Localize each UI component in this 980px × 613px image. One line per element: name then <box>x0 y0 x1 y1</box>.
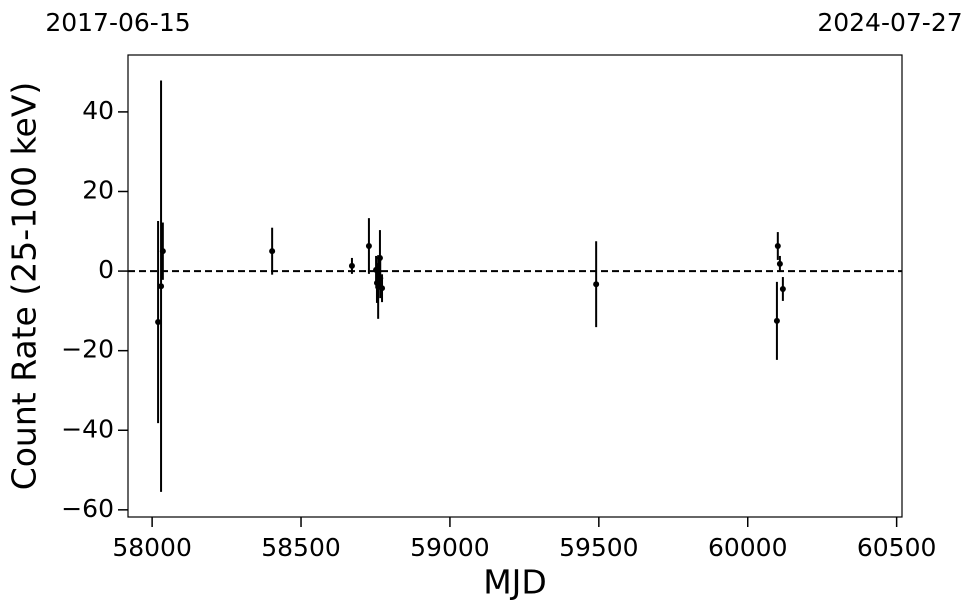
y-tick-label: 20 <box>82 175 114 204</box>
y-tick-label: 40 <box>82 96 114 125</box>
data-point <box>158 283 165 290</box>
data-point <box>774 243 781 250</box>
x-tick-label: 59000 <box>410 533 490 562</box>
y-axis-label: Count Rate (25-100 keV) <box>5 82 44 491</box>
y-tick-label: 0 <box>98 255 114 284</box>
data-point <box>159 248 166 255</box>
top-label: 2024-07-27 <box>817 8 962 37</box>
data-point <box>773 317 780 324</box>
data-point <box>779 285 786 292</box>
y-tick-label: −20 <box>61 335 114 364</box>
data-point <box>379 285 386 292</box>
x-tick-label: 60500 <box>857 533 937 562</box>
top-label: 2017-06-15 <box>45 8 190 37</box>
x-tick-label: 58000 <box>112 533 192 562</box>
data-point <box>776 260 783 267</box>
plot-frame <box>127 54 903 518</box>
y-tick-label: −60 <box>61 494 114 523</box>
data-point <box>348 262 355 269</box>
y-tick-label: −40 <box>61 414 114 443</box>
data-point <box>376 254 383 261</box>
data-point <box>269 248 276 255</box>
data-point <box>593 281 600 288</box>
data-point <box>155 319 162 326</box>
data-point <box>365 243 372 250</box>
x-tick-label: 59500 <box>559 533 639 562</box>
x-tick-label: 58500 <box>261 533 341 562</box>
x-tick-label: 60000 <box>708 533 788 562</box>
x-axis-label: MJD <box>483 563 547 602</box>
